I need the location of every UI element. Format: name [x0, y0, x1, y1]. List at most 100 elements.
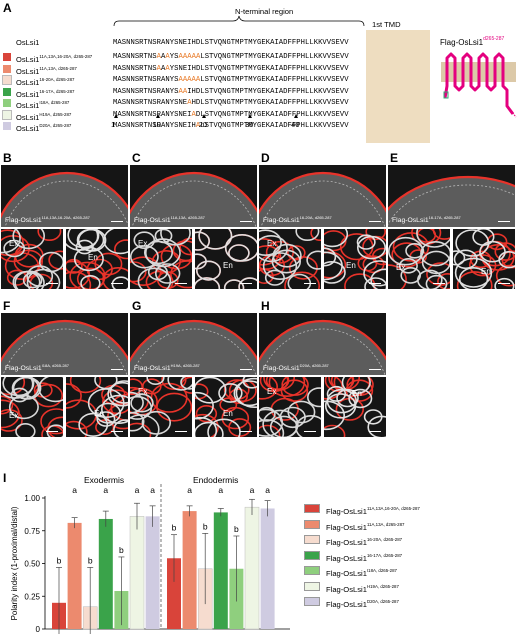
scale-bar [304, 282, 316, 284]
y-tick-label: 0 [36, 625, 41, 634]
seq-label-sup: 11A,13A,16-20A, d265-287 [39, 54, 93, 59]
seq-residues: LSTVQNGTMPTMYGEKA [200, 53, 275, 61]
micrograph-label: Flag-OsLsi111A,13A,16-20A, d265-287 [5, 215, 90, 224]
significance-letter: b [234, 524, 239, 534]
micrograph-label: Flag-OsLsi116-20A, d265-287 [263, 215, 332, 224]
seq-label-sup: D20A, d265-287 [39, 123, 72, 128]
significance-letter: b [119, 545, 124, 555]
legend-swatch [304, 519, 320, 529]
position-label: 40 [291, 120, 300, 129]
legend-sup: 11A,13A,16-20A, d265-287 [366, 506, 420, 511]
micrograph-label-sup: 11A,13A,16-20A, d265-287 [41, 215, 90, 220]
y-tick-label: 0.25 [24, 592, 40, 601]
tmd-region [366, 30, 430, 143]
micrograph-label-sup: 11A,13A, d265-287 [170, 215, 205, 220]
micrograph-label-name: Flag-OsLsi1 [263, 217, 300, 224]
seq-row: MASNNSRTNSAAAYSAAAAALSTVQNGTMPTMYGEKAIAD… [113, 52, 349, 62]
ex-label: Ex [138, 239, 148, 248]
en-label: En [223, 261, 233, 270]
significance-letter: a [103, 485, 108, 495]
scale-bar [111, 430, 123, 432]
position-marker [114, 114, 118, 118]
scale-bar [369, 282, 381, 284]
seq-residues: A [161, 64, 166, 73]
micrograph-label-name: Flag-OsLsi1 [392, 217, 429, 224]
seq-residues: YSNEIHDLSTVQNGTMPTMYGEKA [169, 64, 275, 73]
panel-letter-b: B [3, 151, 12, 165]
panel-letter-a: A [3, 1, 12, 15]
en-label: En [94, 409, 104, 418]
legend-name: Flag-OsLsi1 [326, 553, 367, 563]
micrograph-label-name: Flag-OsLsi1 [134, 365, 171, 372]
seq-residues: LSTVQNGTMPTMYGEKA [200, 76, 275, 84]
protein-label-text: Flag-OsLsi1 [440, 38, 484, 47]
scale-bar [498, 220, 510, 222]
mutation-residues: A [191, 110, 196, 119]
seq-label: OsLsi116-17A, d265-287 [16, 87, 75, 100]
position-marker [155, 114, 160, 118]
legend-label: Flag-OsLsi116-17A, d265-287 [326, 550, 402, 564]
legend-name: Flag-OsLsi1 [326, 569, 367, 578]
seq-label-sup: 11A,13A, d265-287 [39, 65, 77, 71]
micrograph-label-sup: 16-20A, d265-287 [299, 215, 332, 220]
position-label: 30 [244, 120, 254, 129]
micrograph-label: Flag-OsLsi1D20A, d265-287 [263, 363, 329, 372]
micrograph-label: Flag-OsLsi1I18A, d265-287 [5, 363, 69, 372]
scale-bar [304, 430, 316, 432]
y-tick-label: 0.50 [24, 560, 40, 569]
bar [98, 518, 113, 629]
legend-swatch [304, 535, 320, 544]
en-label: En [88, 253, 98, 262]
micrograph-overview-f: Flag-OsLsi1I18A, d265-287 [1, 313, 128, 375]
scale-bar [46, 282, 58, 284]
en-label: En [481, 267, 491, 276]
tmd-label: 1st TMD [372, 20, 401, 29]
legend-name: Flag-OsLsi1 [326, 522, 367, 532]
mutation-residues: A [187, 99, 192, 107]
scale-bar [433, 282, 445, 284]
seq-label: OsLsi1D20A, d265-287 [16, 121, 71, 134]
y-axis-label: Polarity index (1-proximal/distal) [10, 506, 19, 620]
significance-letter: a [150, 485, 155, 495]
scale-bar [498, 282, 510, 284]
root-section-c [130, 171, 257, 227]
micrograph-overview-c: Flag-OsLsi111A,13A, d265-287 [130, 165, 257, 227]
legend-swatch [304, 550, 320, 560]
en-label: En [223, 409, 233, 418]
seq-label-sup: H19A, d265-287 [39, 111, 72, 117]
legend-label: Flag-OsLsi1H19A, d265-287 [326, 581, 399, 595]
seq-label-sup: 16-20A, d265-287 [39, 77, 75, 82]
position-label: 1 [111, 120, 116, 129]
micrograph-overview-b: Flag-OsLsi111A,13A,16-20A, d265-287 [1, 165, 128, 227]
significance-letter: b [172, 523, 177, 533]
seq-residues: IADFFPHLLKKVVSEVV [274, 122, 349, 130]
group-label-endodermis: Endodermis [193, 475, 239, 485]
seq-row: MASNNSRTNSRANYSAAIHDLSTVQNGTMPTMYGEKAIAD… [113, 87, 349, 97]
significance-letter: b [57, 555, 62, 565]
root-section-g [130, 319, 257, 375]
micrograph-endodermis-d: En [324, 229, 386, 289]
seq-residues: MASNNSRTNS [113, 53, 157, 61]
group-label-exodermis: Exodermis [84, 475, 125, 485]
ex-label: Ex [9, 411, 19, 420]
mutation-residues: A [195, 122, 201, 130]
seq-residues: YS [169, 53, 179, 61]
seq-label: OsLsi1I18A, d265-287 [16, 98, 69, 111]
mutation-residues: A [165, 53, 170, 61]
root-section-b [1, 171, 128, 227]
scale-bar [369, 368, 381, 370]
legend-swatch [304, 581, 320, 591]
legend-name: Flag-OsLsi1 [326, 507, 367, 516]
seq-residues: IADFFPHLLKKVVSEVV [274, 64, 349, 73]
micrograph-overview-h: Flag-OsLsi1D20A, d265-287 [259, 313, 386, 375]
legend-swatch [304, 566, 320, 575]
micrograph-label: Flag-OsLsi116-17A, d265-287 [392, 215, 461, 224]
scale-bar [240, 282, 252, 284]
seq-label-name: OsLsi1 [16, 112, 40, 122]
protein-label-sup: d265-287 [483, 36, 505, 42]
mutation-residues: AA [178, 87, 188, 96]
seq-label-name: OsLsi1 [16, 66, 40, 76]
en-label: En [352, 389, 362, 398]
micrograph-endodermis-e: En [453, 229, 515, 289]
panel-letter-i: I [3, 471, 7, 485]
